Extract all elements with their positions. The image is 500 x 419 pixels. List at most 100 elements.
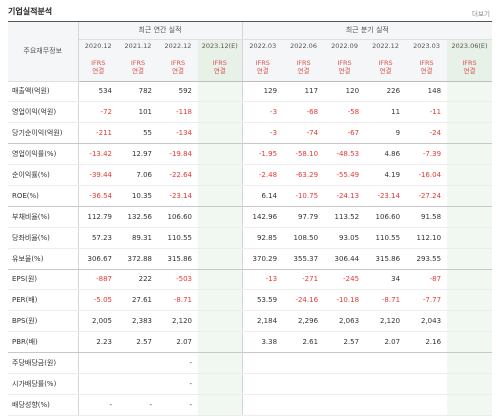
value-cell: 2,043 (406, 310, 448, 333)
consolidated-label: 연결 (92, 66, 105, 75)
value-cell (406, 373, 448, 395)
value-cell (447, 373, 493, 395)
value-cell: 11 (365, 101, 407, 124)
value-cell (406, 352, 448, 374)
value-cell: 9 (365, 122, 407, 145)
table-row: 순이익률(%) -39.44 7.06 -22.64 -2.48 -63.29 -55.49… (8, 164, 493, 186)
value-cell (447, 331, 493, 354)
value-cell: 142.96 (242, 206, 284, 228)
value-cell: -24 (406, 122, 448, 145)
section-title: 기업실적분석 (8, 7, 53, 16)
ifrs-header: IFRS 연결 (365, 53, 407, 82)
ifrs-header: IFRS 연결 (118, 53, 158, 82)
value-cell: -67 (324, 122, 366, 145)
ifrs-header: IFRS 연결 (78, 53, 118, 82)
value-cell (447, 164, 493, 186)
value-cell: 110.55 (158, 227, 198, 249)
value-cell (365, 352, 407, 374)
period-header: 2023.06(E) (447, 39, 493, 53)
value-cell: -8.71 (365, 289, 407, 312)
value-cell (324, 352, 366, 374)
value-cell: 2.57 (118, 331, 158, 354)
ifrs-label: IFRS (462, 58, 477, 67)
ifrs-label: IFRS (378, 58, 393, 67)
period-header: 2022.12 (365, 39, 407, 53)
value-cell: - (158, 373, 198, 395)
value-cell: -58 (324, 101, 366, 124)
table-row: 영업이익률(%) -13.42 12.97 -19.84 -1.95 -58.10 -48.… (8, 143, 493, 166)
row-label: 유보율(%) (8, 248, 79, 270)
value-cell: 782 (118, 81, 158, 103)
value-cell: -1.95 (242, 143, 284, 166)
value-cell: -63.29 (283, 164, 325, 186)
value-cell: 53.59 (242, 289, 284, 312)
value-cell: 2,184 (242, 310, 284, 333)
value-cell (242, 352, 284, 374)
value-cell (365, 373, 407, 395)
table-row: 시가배당률(%) - (8, 373, 493, 395)
value-cell: -68 (283, 101, 325, 124)
row-label: 시가배당률(%) (8, 373, 79, 395)
ifrs-header: IFRS 연결 (406, 53, 448, 82)
value-cell: 2,120 (158, 310, 198, 333)
value-cell (447, 122, 493, 145)
consolidated-label: 연결 (338, 66, 351, 75)
value-cell: -503 (158, 269, 198, 291)
financial-summary-table: 주요재무정보 최근 연간 실적 최근 분기 실적 2020.12 2021.12 2022… (8, 22, 493, 416)
value-cell: 592 (158, 81, 198, 103)
value-cell (198, 248, 243, 270)
value-cell: 2,296 (283, 310, 325, 333)
value-cell (198, 331, 243, 354)
value-cell: 10.35 (118, 185, 158, 207)
value-cell: -23.14 (158, 185, 198, 207)
value-cell: 2,383 (118, 310, 158, 333)
more-link[interactable]: 더보기 (472, 10, 490, 18)
value-cell (198, 143, 243, 166)
value-cell: -27.24 (406, 185, 448, 207)
value-cell: 89.31 (118, 227, 158, 249)
consolidated-label: 연결 (379, 66, 392, 75)
period-header: 2022.12 (158, 39, 198, 53)
consolidated-label: 연결 (420, 66, 433, 75)
value-cell: -19.84 (158, 143, 198, 166)
group-annual: 최근 연간 실적 (78, 22, 243, 40)
value-cell (198, 227, 243, 249)
consolidated-label: 연결 (297, 66, 310, 75)
row-label: EPS(원) (8, 269, 79, 291)
table-row: ROE(%) -36.54 10.35 -23.14 6.14 -10.75 -24.13-… (8, 185, 493, 207)
value-cell: -245 (324, 269, 366, 291)
ifrs-label: IFRS (255, 58, 270, 67)
value-cell: 108.50 (283, 227, 325, 249)
value-cell (198, 164, 243, 186)
value-cell: -22.64 (158, 164, 198, 186)
value-cell: 93.05 (324, 227, 366, 249)
table-row: 배당성향(%) - - - (8, 394, 493, 416)
table-row: 영업이익(억원) -72 101 -118 -3 -68 -58 11 -11 (8, 101, 493, 124)
ifrs-label: IFRS (212, 58, 227, 67)
value-cell: 112.10 (406, 227, 448, 249)
value-cell: 2.23 (78, 331, 118, 354)
value-cell: 355.37 (283, 248, 325, 270)
value-cell (198, 101, 243, 124)
value-cell: 57.23 (78, 227, 118, 249)
table-row: 부채비율(%) 112.79 132.56 106.60 142.96 97.79 113.… (8, 206, 493, 228)
table-row: PBR(배) 2.23 2.57 2.07 3.38 2.61 2.57 2.07 2.16 (8, 331, 493, 354)
value-cell: 12.97 (118, 143, 158, 166)
value-cell (198, 185, 243, 207)
value-cell (447, 143, 493, 166)
value-cell: 34 (365, 269, 407, 291)
consolidated-label: 연결 (172, 66, 184, 75)
table-row: 주당배당금(원) - (8, 352, 493, 374)
row-label: 부채비율(%) (8, 206, 79, 228)
row-label: 주당배당금(원) (8, 352, 79, 374)
group-quarterly: 최근 분기 실적 (242, 22, 493, 40)
value-cell: 2,120 (365, 310, 407, 333)
value-cell (447, 289, 493, 312)
value-cell: -10.18 (324, 289, 366, 312)
value-cell: -39.44 (78, 164, 118, 186)
value-cell (118, 352, 158, 374)
value-cell: 2.16 (406, 331, 448, 354)
value-cell: -134 (158, 122, 198, 145)
value-cell (198, 352, 243, 374)
consolidated-label: 연결 (256, 66, 269, 75)
